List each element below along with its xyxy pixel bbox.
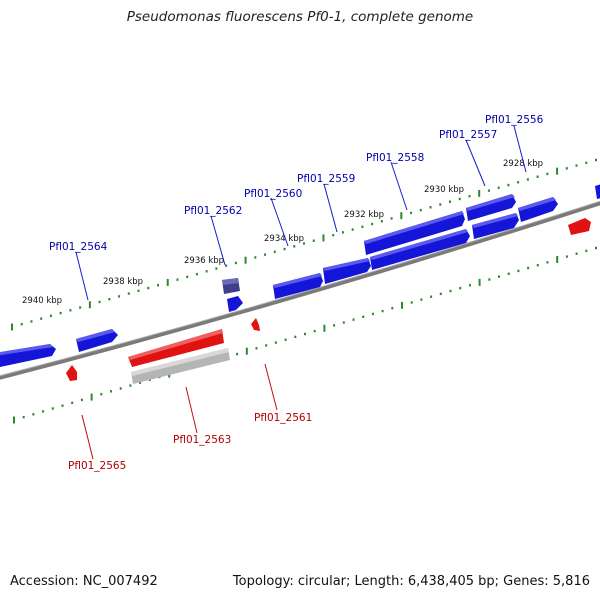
gene-label-2563[interactable]: Pfl01_2563 [173,434,231,446]
gene-2563-top [128,329,223,360]
gene-2564-arrow[interactable] [76,329,118,352]
leader-2559 [323,183,338,233]
leader-2561 [264,363,278,411]
gene-label-2565[interactable]: Pfl01_2565 [68,460,126,472]
leader-2558 [390,161,408,211]
gene-2559-top [323,258,370,271]
gene-label-2560[interactable]: Pfl01_2560 [244,188,302,200]
reverse-gene-labels: Pfl01_2561 Pfl01_2563 Pfl01_2565 [68,412,312,472]
gene-label-2557[interactable]: Pfl01_2557 [439,129,497,141]
gene-2558b-top [370,229,468,260]
accession-text: Accession: NC_007492 [10,574,158,589]
gene-2561-arrow[interactable] [251,318,260,331]
kbp-label: 2936 kbp [184,256,224,266]
gene-2557-top [466,194,515,211]
gene-2565-arrow[interactable] [66,365,77,381]
gene-2556-arrow[interactable] [518,197,558,222]
gene-2557b-arrow[interactable] [472,213,519,239]
gene-2564-top [76,329,115,342]
gene-2557-arrow[interactable] [466,194,516,221]
leader-2564 [75,251,89,301]
forward-leader-lines [75,125,527,301]
kbp-label: 2940 kbp [22,296,62,306]
gene-2558-arrow[interactable] [364,211,465,255]
reverse-genes [66,218,591,384]
kbp-label: 2934 kbp [264,234,304,244]
leader-2560 [270,197,289,247]
upper-tick-track [11,158,597,331]
gene-right-red[interactable] [568,218,591,235]
gene-left-arrow[interactable] [0,344,56,368]
kbp-label: 2928 kbp [503,159,543,169]
forward-genes [0,183,600,368]
gene-2558-top [364,211,464,244]
kbp-labels: 2928 kbp 2930 kbp 2932 kbp 2934 kbp 2936… [22,159,543,306]
gene-2562b-arrow[interactable] [227,296,243,312]
gene-2559-arrow[interactable] [323,258,371,284]
leader-2563 [185,386,198,434]
leader-2565 [81,414,94,460]
gene-label-2556[interactable]: Pfl01_2556 [485,114,544,126]
gene-label-2562[interactable]: Pfl01_2562 [184,205,242,217]
leader-2556 [513,125,527,173]
genome-backbone [0,201,600,380]
gene-2563-pseudo-top [131,348,229,376]
gene-label-2561[interactable]: Pfl01_2561 [254,412,312,424]
gene-2560-top [273,273,322,288]
gene-right-edge[interactable] [595,183,600,199]
gene-2556-top [518,197,556,211]
gene-2557b-top [472,213,518,228]
gene-left-top [0,344,53,356]
kbp-label: 2932 kbp [344,210,384,220]
gene-2558b-arrow[interactable] [370,229,470,270]
gene-2562-top [222,278,239,285]
kbp-label: 2930 kbp [424,185,464,195]
reverse-leader-lines [81,363,278,460]
leader-2557 [465,139,486,187]
gene-2560-arrow[interactable] [273,273,323,299]
genome-backbone-highlight [0,200,600,377]
genome-summary-text: Topology: circular; Length: 6,438,405 bp… [232,574,590,589]
gene-label-2558[interactable]: Pfl01_2558 [366,152,424,164]
gene-label-2559[interactable]: Pfl01_2559 [297,173,355,185]
gene-label-2564[interactable]: Pfl01_2564 [49,241,108,253]
kbp-label: 2938 kbp [103,277,143,287]
forward-gene-labels: Pfl01_2556 Pfl01_2557 Pfl01_2558 Pfl01_2… [49,114,544,253]
genome-title: Pseudomonas fluorescens Pf0-1, complete … [126,9,474,25]
leader-2562 [210,215,226,266]
